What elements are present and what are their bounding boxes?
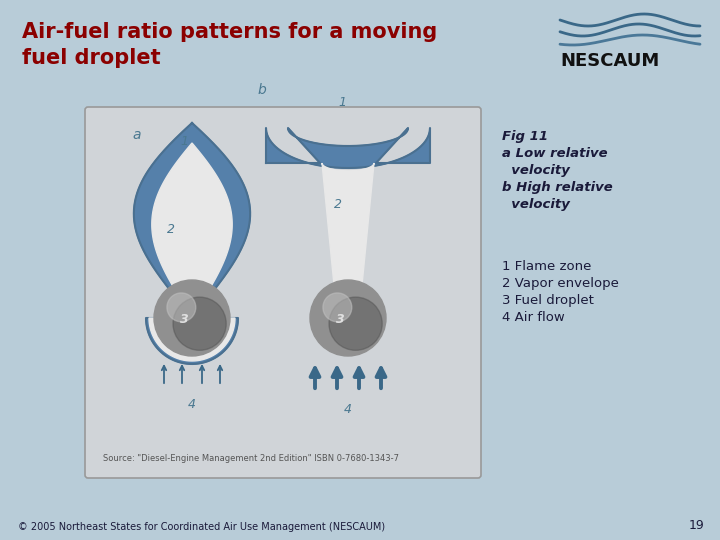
Text: a Low relative: a Low relative bbox=[502, 147, 608, 160]
Text: b High relative: b High relative bbox=[502, 181, 613, 194]
Text: 1: 1 bbox=[180, 135, 188, 148]
Text: velocity: velocity bbox=[502, 198, 570, 211]
Text: 19: 19 bbox=[688, 519, 704, 532]
Text: 4: 4 bbox=[344, 403, 352, 416]
Circle shape bbox=[323, 293, 352, 322]
Text: NESCAUM: NESCAUM bbox=[560, 52, 660, 70]
Polygon shape bbox=[134, 123, 250, 364]
Text: 2: 2 bbox=[167, 223, 175, 236]
Text: velocity: velocity bbox=[502, 164, 570, 177]
Text: 4: 4 bbox=[188, 398, 196, 411]
Text: 2 Vapor envelope: 2 Vapor envelope bbox=[502, 277, 619, 290]
Text: 1: 1 bbox=[338, 96, 346, 109]
Circle shape bbox=[154, 280, 230, 356]
Text: Source: "Diesel-Engine Management 2nd Edition" ISBN 0-7680-1343-7: Source: "Diesel-Engine Management 2nd Ed… bbox=[103, 454, 399, 463]
Text: © 2005 Northeast States for Coordinated Air Use Management (NESCAUM): © 2005 Northeast States for Coordinated … bbox=[18, 522, 385, 532]
Polygon shape bbox=[149, 143, 235, 361]
Polygon shape bbox=[266, 128, 430, 168]
Text: 3 Fuel droplet: 3 Fuel droplet bbox=[502, 294, 594, 307]
Text: a: a bbox=[132, 128, 140, 142]
Circle shape bbox=[310, 280, 386, 356]
Text: 2: 2 bbox=[334, 198, 342, 211]
Text: b: b bbox=[258, 83, 266, 97]
Circle shape bbox=[167, 293, 196, 322]
Circle shape bbox=[173, 297, 226, 350]
Polygon shape bbox=[322, 163, 374, 285]
Text: fuel droplet: fuel droplet bbox=[22, 48, 161, 68]
Text: 4 Air flow: 4 Air flow bbox=[502, 311, 564, 324]
Circle shape bbox=[329, 297, 382, 350]
Text: 3: 3 bbox=[336, 313, 345, 326]
Text: Air-fuel ratio patterns for a moving: Air-fuel ratio patterns for a moving bbox=[22, 22, 437, 42]
FancyBboxPatch shape bbox=[85, 107, 481, 478]
Text: Fig 11: Fig 11 bbox=[502, 130, 548, 143]
Text: 3: 3 bbox=[180, 313, 189, 326]
Text: 1 Flame zone: 1 Flame zone bbox=[502, 260, 591, 273]
